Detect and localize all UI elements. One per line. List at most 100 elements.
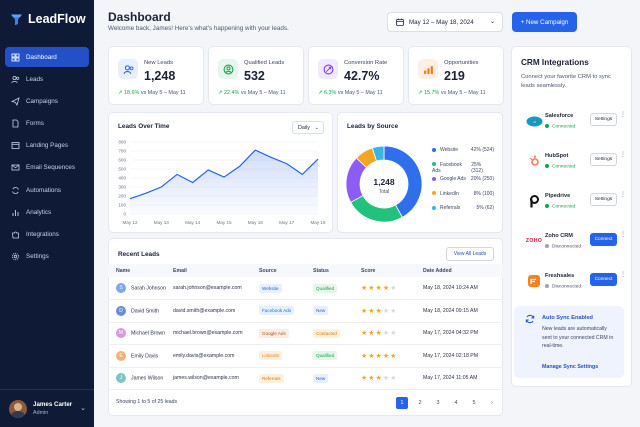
chevron-down-icon[interactable]: ⌄ xyxy=(80,405,86,412)
y-tick-label: 300 xyxy=(118,185,126,190)
page-button[interactable]: 3 xyxy=(436,400,440,406)
status-badge: New xyxy=(313,306,329,316)
freshsales-logo-icon xyxy=(525,272,543,290)
more-options-icon[interactable]: ⋮ xyxy=(620,192,626,198)
y-tick-label: 700 xyxy=(118,149,126,154)
hubspot-logo-icon xyxy=(525,152,543,170)
page-button[interactable]: 2 xyxy=(418,400,422,406)
more-options-icon[interactable]: ⋮ xyxy=(620,152,626,158)
source-badge: LinkedIn xyxy=(259,351,283,361)
lead-score: ★★★★★ xyxy=(361,322,423,345)
more-options-icon[interactable]: ⋮ xyxy=(620,232,626,238)
user-profile[interactable]: James Carter Admin ⌄ xyxy=(0,389,94,427)
pipedrive-logo-icon xyxy=(525,192,543,210)
stat-value: 42.7% xyxy=(344,69,380,83)
crm-item-freshsales: Freshsales Disconnected Connect ⋮ xyxy=(521,266,627,300)
lead-name-cell: S Sarah Johnson xyxy=(108,277,173,300)
app-logo[interactable]: LeadFlow xyxy=(10,12,86,26)
column-header[interactable]: Status xyxy=(313,264,361,277)
lead-name[interactable]: Sarah Johnson xyxy=(131,285,166,292)
settings-button[interactable]: Settings xyxy=(590,153,617,166)
table-row[interactable]: S Sarah Johnson sarah.johnson@example.com W… xyxy=(108,277,503,300)
connect-button[interactable]: Connect xyxy=(590,233,617,246)
lead-name-cell: E Emily Davis xyxy=(108,344,173,368)
legend-value: 20% (250) xyxy=(470,176,494,182)
x-tick-label: May 16 xyxy=(248,220,264,225)
y-tick-label: 600 xyxy=(118,158,126,163)
source-badge: Facebook Ads xyxy=(259,306,295,316)
column-header[interactable]: Date Added xyxy=(423,264,503,277)
page-button[interactable]: 1 xyxy=(396,397,408,409)
sidebar-item-dashboard[interactable]: Dashboard xyxy=(5,47,89,67)
sidebar-item-email-sequences[interactable]: Email Sequences xyxy=(5,158,89,178)
new-campaign-button[interactable]: + New Campaign xyxy=(512,12,577,32)
donut-total-label: Total xyxy=(379,189,390,195)
column-header[interactable]: Name xyxy=(108,264,173,277)
pie-slice xyxy=(371,145,385,162)
lead-name[interactable]: Michael Brown xyxy=(131,330,166,337)
sidebar-item-forms[interactable]: Forms xyxy=(5,114,89,134)
users-icon xyxy=(118,59,138,79)
chart-icon xyxy=(12,209,19,216)
view-all-leads-button[interactable]: View All Leads xyxy=(446,247,494,261)
sidebar-item-landing-pages[interactable]: Landing Pages xyxy=(5,136,89,156)
y-tick-label: 100 xyxy=(118,203,126,208)
legend-value: 42% (524) xyxy=(470,147,494,153)
chevron-down-icon: ⌄ xyxy=(314,125,319,131)
stat-change-percent: ↗ 6.3% xyxy=(318,90,337,96)
table-row[interactable]: D David Smith david.smith@example.com Faceb… xyxy=(108,299,503,323)
connect-button[interactable]: Connect xyxy=(590,273,617,286)
legend-value: 25% (312) xyxy=(471,161,483,174)
area-fill xyxy=(130,150,318,214)
table-row[interactable]: E Emily Davis emily.davis@example.com Linke… xyxy=(108,344,503,368)
lead-source-cell: LinkedIn xyxy=(259,344,313,368)
star-rating: ★★★★★ xyxy=(361,352,398,360)
pie-slice xyxy=(350,195,403,223)
star-rating: ★★★★★ xyxy=(361,285,398,292)
sidebar-nav: Dashboard Leads Campaigns Forms Landing Page… xyxy=(5,47,89,269)
lead-name[interactable]: James Wilson xyxy=(131,375,164,382)
column-header[interactable]: Source xyxy=(259,264,313,277)
sidebar-item-automations[interactable]: Automations xyxy=(5,180,89,200)
more-options-icon[interactable]: ⋮ xyxy=(620,272,626,278)
legend-label: Facebook Ads xyxy=(432,162,471,174)
auto-sync-title: Auto Sync Enabled xyxy=(542,315,593,321)
crm-name: HubSpot xyxy=(545,153,569,159)
column-header[interactable]: Score xyxy=(361,264,423,277)
period-select[interactable]: Daily ⌄ xyxy=(292,121,324,134)
sidebar-item-campaigns[interactable]: Campaigns xyxy=(5,91,89,111)
more-options-icon[interactable]: ⋮ xyxy=(620,112,626,118)
lead-date: May 17, 2024 04:32 PM xyxy=(423,322,503,345)
legend-value: 8% (100) xyxy=(473,190,494,197)
crm-item-hubspot: HubSpot Connected Settings ⋮ xyxy=(521,146,627,180)
sidebar-item-integrations[interactable]: Integrations xyxy=(5,225,89,245)
settings-button[interactable]: Settings xyxy=(590,113,617,126)
table-row[interactable]: M Michael Brown michael.brown@example.com G… xyxy=(108,322,503,345)
sidebar-item-leads[interactable]: Leads xyxy=(5,69,89,89)
lead-source-cell: Website xyxy=(259,277,313,300)
donut-total-value: 1,248 xyxy=(373,177,395,187)
manage-sync-settings-link[interactable]: Manage Sync Settings xyxy=(542,364,599,370)
lead-name-cell: M Michael Brown xyxy=(108,322,173,345)
pagination: 1 2 3 4 5 › xyxy=(396,397,498,409)
table-header: Name Email Source Status Score Date Added xyxy=(108,264,503,277)
page-button[interactable]: 4 xyxy=(454,400,458,406)
page-button[interactable]: 5 xyxy=(472,400,476,406)
settings-button[interactable]: Settings xyxy=(590,193,617,206)
column-header[interactable]: Email xyxy=(173,264,259,277)
lead-status-cell: Qualified xyxy=(313,344,361,368)
date-range-picker[interactable]: May 12 – May 18, 2024 ⌄ xyxy=(387,12,503,32)
legend-label: Referrals xyxy=(432,205,460,211)
auto-sync-panel: Auto Sync Enabled New leads are automati… xyxy=(514,306,624,378)
sidebar-item-settings[interactable]: Settings xyxy=(5,247,89,267)
lead-name[interactable]: David Smith xyxy=(131,308,159,315)
next-page-button[interactable]: › xyxy=(491,400,493,406)
lead-name[interactable]: Emily Davis xyxy=(131,353,159,360)
table-row[interactable]: J James Wilson james.wilson@example.com Ref… xyxy=(108,367,503,390)
crm-status-label: Connected xyxy=(552,204,576,210)
opportunities-card: Opportunities 219 ↗ 15.7% vs May 5 – May 1… xyxy=(408,46,504,105)
bar-chart-icon xyxy=(418,59,438,79)
users-icon xyxy=(11,75,20,83)
gear-icon xyxy=(11,253,20,261)
sidebar-item-analytics[interactable]: Analytics xyxy=(5,202,89,222)
